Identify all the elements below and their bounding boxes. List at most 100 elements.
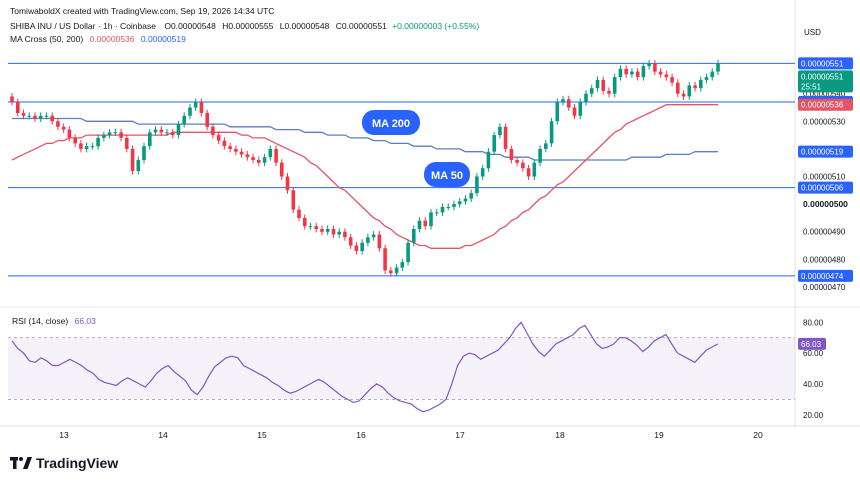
rsi-legend[interactable]: RSI (14, close) 66.03 — [12, 316, 96, 326]
candle[interactable] — [303, 214, 307, 230]
candle[interactable] — [526, 164, 531, 180]
candle[interactable] — [589, 84, 594, 98]
candle[interactable] — [360, 239, 364, 255]
candle[interactable] — [452, 200, 456, 211]
candle[interactable] — [446, 203, 450, 211]
candle[interactable] — [262, 153, 267, 167]
candle[interactable] — [601, 76, 605, 95]
ma50-line[interactable] — [11, 104, 718, 249]
candle[interactable] — [96, 134, 100, 150]
candle[interactable] — [630, 68, 634, 78]
candle[interactable] — [216, 131, 221, 145]
candle[interactable] — [561, 95, 565, 106]
candle[interactable] — [354, 242, 359, 255]
candle[interactable] — [676, 79, 680, 98]
candle[interactable] — [245, 150, 250, 161]
candle[interactable] — [125, 134, 129, 153]
candle[interactable] — [27, 112, 31, 120]
candle[interactable] — [377, 231, 382, 252]
candle[interactable] — [480, 164, 485, 180]
candle[interactable] — [73, 134, 77, 147]
candle[interactable] — [658, 68, 663, 78]
candle[interactable] — [498, 123, 502, 139]
candle[interactable] — [199, 98, 204, 117]
rsi-line[interactable] — [11, 321, 719, 413]
candle[interactable] — [538, 145, 542, 167]
candle[interactable] — [56, 117, 60, 131]
candle[interactable] — [670, 73, 674, 87]
candle[interactable] — [130, 145, 135, 175]
candle[interactable] — [423, 217, 428, 230]
candle[interactable] — [343, 228, 347, 241]
candle[interactable] — [710, 68, 715, 81]
candle[interactable] — [492, 131, 496, 156]
candle[interactable] — [21, 109, 26, 120]
candle[interactable] — [280, 159, 284, 180]
candle[interactable] — [234, 145, 238, 156]
candle[interactable] — [67, 126, 72, 142]
candle[interactable] — [624, 65, 628, 78]
candle[interactable] — [16, 98, 20, 117]
candle[interactable] — [515, 156, 519, 167]
candle[interactable] — [176, 120, 181, 139]
candle[interactable] — [239, 148, 244, 158]
candle[interactable] — [463, 195, 468, 205]
candle[interactable] — [687, 81, 692, 100]
candle[interactable] — [308, 222, 313, 230]
candle[interactable] — [503, 123, 508, 153]
ma-cross-legend[interactable]: MA Cross (50, 200) 0.00000536 0.00000519 — [10, 34, 186, 44]
candle[interactable] — [211, 123, 215, 139]
candle[interactable] — [38, 112, 43, 122]
candle[interactable] — [228, 142, 232, 153]
candle[interactable] — [555, 98, 560, 125]
candle[interactable] — [699, 76, 703, 92]
candle[interactable] — [61, 123, 66, 134]
candle[interactable] — [320, 225, 324, 236]
candle[interactable] — [681, 90, 686, 100]
candle[interactable] — [716, 59, 720, 76]
candle[interactable] — [618, 65, 623, 81]
candle[interactable] — [371, 231, 376, 241]
candle[interactable] — [325, 225, 330, 236]
candle[interactable] — [417, 217, 422, 233]
candle[interactable] — [205, 109, 209, 131]
symbol-legend[interactable]: SHIBA INU / US Dollar · 1h · Coinbase O0… — [10, 21, 479, 31]
candle[interactable] — [170, 128, 175, 139]
candle[interactable] — [521, 159, 525, 172]
candle[interactable] — [348, 233, 353, 249]
candle[interactable] — [486, 148, 491, 172]
candle[interactable] — [222, 137, 227, 150]
candle[interactable] — [693, 81, 697, 92]
candle[interactable] — [153, 126, 158, 136]
candle[interactable] — [33, 112, 37, 122]
candle[interactable] — [79, 139, 83, 153]
candle[interactable] — [509, 145, 514, 164]
candle[interactable] — [572, 104, 577, 120]
candle[interactable] — [84, 142, 89, 153]
candle[interactable] — [10, 93, 14, 106]
candle[interactable] — [297, 206, 301, 222]
candle[interactable] — [664, 70, 669, 81]
candle[interactable] — [159, 126, 164, 136]
candle[interactable] — [90, 142, 95, 150]
candle[interactable] — [251, 153, 255, 164]
candle[interactable] — [469, 189, 473, 203]
ma50-annotation[interactable]: MA 50 — [424, 162, 470, 187]
ma200-annotation[interactable]: MA 200 — [362, 110, 420, 135]
candle[interactable] — [406, 239, 410, 266]
candle[interactable] — [647, 59, 651, 70]
candle[interactable] — [113, 128, 118, 136]
candle[interactable] — [641, 62, 646, 81]
candle[interactable] — [314, 222, 318, 233]
candle[interactable] — [107, 128, 112, 139]
tradingview-logo[interactable]: TradingView — [10, 455, 118, 471]
candle[interactable] — [704, 73, 709, 84]
ma200-line[interactable] — [12, 117, 718, 161]
candle[interactable] — [595, 76, 600, 92]
candle[interactable] — [544, 139, 548, 153]
candle[interactable] — [50, 112, 54, 125]
candle[interactable] — [412, 225, 416, 247]
candle[interactable] — [584, 90, 588, 106]
candle[interactable] — [291, 186, 296, 214]
candle[interactable] — [257, 156, 261, 167]
